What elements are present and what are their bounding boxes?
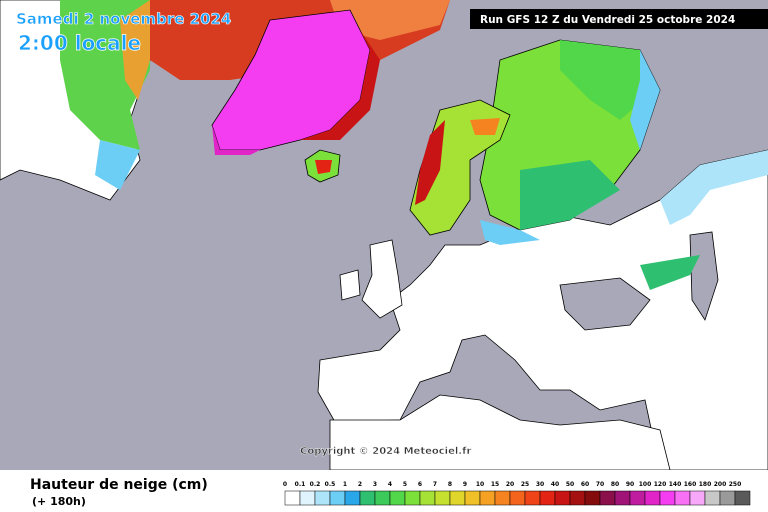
legend-label: 20 <box>506 481 514 488</box>
legend-swatch <box>314 490 331 506</box>
legend-swatch <box>704 490 721 506</box>
footer-title: Hauteur de neige (cm) <box>30 477 208 493</box>
legend-label: 90 <box>626 481 634 488</box>
legend-swatch <box>584 490 601 506</box>
caspian-sea <box>689 231 719 321</box>
black-sea <box>559 277 651 331</box>
legend-swatch <box>509 490 526 506</box>
legend-label: 250 <box>729 481 742 488</box>
legend-label: 8 <box>448 481 452 488</box>
snow-area <box>630 50 660 150</box>
snow-area <box>415 120 445 205</box>
legend-swatch <box>404 490 421 506</box>
legend-swatch <box>299 490 316 506</box>
legend-swatch <box>449 490 466 506</box>
legend-label: 80 <box>611 481 619 488</box>
legend-label: 5 <box>403 481 407 488</box>
great-britain <box>361 239 403 319</box>
legend-label: 4 <box>388 481 392 488</box>
legend-swatch <box>434 490 451 506</box>
snow-area <box>560 40 655 120</box>
legend-label: 0.1 <box>295 481 306 488</box>
snow-area <box>120 0 150 100</box>
legend-swatch <box>719 490 736 506</box>
legend-label: 25 <box>521 481 529 488</box>
snow-area <box>520 160 620 230</box>
run-box <box>470 9 768 29</box>
copyright: Copyright © 2024 Meteociel.fr <box>300 446 471 457</box>
legend-label: 140 <box>669 481 682 488</box>
run-label: Run GFS 12 Z du Vendredi 25 octobre 2024 <box>480 14 735 26</box>
europe <box>317 149 768 471</box>
legend-swatch <box>344 490 361 506</box>
legend-swatch <box>389 490 406 506</box>
snow-area <box>660 150 768 225</box>
legend-swatch <box>674 490 691 506</box>
legend-label: 7 <box>433 481 437 488</box>
legend-label: 9 <box>463 481 467 488</box>
legend-swatch <box>464 490 481 506</box>
legend-label: 10 <box>476 481 484 488</box>
legend-label: 6 <box>418 481 422 488</box>
snow-area <box>470 118 500 135</box>
legend-label: 160 <box>684 481 697 488</box>
legend-swatch <box>419 490 436 506</box>
legend: 0 0.1 0.2 0.5 1 2 3 4 5 6 7 8 9 10 15 20 25 30 40 50 60 70 80 9… <box>283 481 751 506</box>
legend-label: 180 <box>699 481 712 488</box>
legend-swatch <box>374 490 391 506</box>
legend-label: 15 <box>491 481 499 488</box>
legend-label: 2 <box>358 481 362 488</box>
legend-swatch <box>734 490 751 506</box>
legend-label: 30 <box>536 481 544 488</box>
legend-swatch <box>599 490 616 506</box>
legend-swatch <box>539 490 556 506</box>
snow-area <box>212 125 260 155</box>
legend-label: 0 <box>283 481 287 488</box>
legend-swatch <box>329 490 346 506</box>
legend-label: 1 <box>343 481 347 488</box>
legend-swatch <box>629 490 646 506</box>
legend-label: 0.2 <box>310 481 321 488</box>
legend-swatch <box>524 490 541 506</box>
legend-label: 70 <box>596 481 604 488</box>
legend-swatch <box>494 490 511 506</box>
snow-area <box>480 220 540 245</box>
snow-area <box>300 30 380 140</box>
legend-label: 200 <box>714 481 727 488</box>
legend-swatch <box>659 490 676 506</box>
date-label: Samedi 2 novembre 2024 <box>16 10 231 28</box>
legend-label: 3 <box>373 481 377 488</box>
legend-swatch <box>479 490 496 506</box>
footer-lead: (+ 180h) <box>32 495 86 508</box>
legend-swatch <box>644 490 661 506</box>
legend-swatch <box>554 490 571 506</box>
legend-label: 120 <box>654 481 667 488</box>
legend-swatch <box>689 490 706 506</box>
snow-area <box>640 255 700 290</box>
snow-area <box>95 140 140 190</box>
legend-swatch <box>614 490 631 506</box>
legend-label: 100 <box>639 481 652 488</box>
greenland <box>211 9 371 151</box>
legend-swatch <box>284 490 301 506</box>
legend-label: 0.5 <box>325 481 336 488</box>
legend-label: 60 <box>581 481 589 488</box>
snow-area <box>315 160 332 174</box>
legend-swatch <box>569 490 586 506</box>
legend-label: 40 <box>551 481 559 488</box>
legend-swatch <box>359 490 376 506</box>
ireland <box>339 269 361 301</box>
time-label: 2:00 locale <box>18 31 141 55</box>
legend-label: 50 <box>566 481 574 488</box>
